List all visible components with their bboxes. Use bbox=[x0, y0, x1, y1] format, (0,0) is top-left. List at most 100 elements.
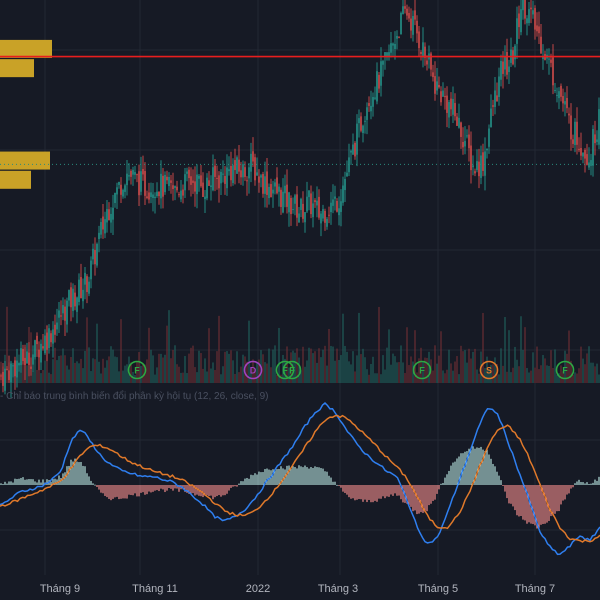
volume-bar bbox=[318, 348, 320, 383]
histogram-bar bbox=[80, 461, 82, 485]
candle-body bbox=[366, 107, 368, 120]
event-marker[interactable]: F bbox=[282, 360, 302, 380]
price-candles[interactable] bbox=[0, 0, 600, 398]
volume-bar bbox=[298, 357, 300, 383]
histogram-bar bbox=[146, 485, 148, 495]
histogram-bar bbox=[488, 454, 490, 485]
candle-body bbox=[34, 340, 36, 358]
histogram-bar bbox=[292, 466, 294, 485]
volume-bar bbox=[530, 370, 532, 383]
volume-bar bbox=[532, 352, 534, 383]
volume-bar bbox=[436, 363, 438, 383]
volume-bar bbox=[432, 370, 434, 383]
macd-indicator-label[interactable]: - Chỉ báo trung bình biến đổi phân kỳ hộ… bbox=[0, 391, 269, 402]
candle-body bbox=[160, 173, 162, 199]
candle-body bbox=[312, 203, 314, 218]
histogram-bar bbox=[26, 479, 28, 485]
candle-body bbox=[62, 305, 64, 314]
volume-bar bbox=[254, 369, 256, 383]
volume-bar bbox=[262, 354, 264, 383]
histogram-bar bbox=[440, 483, 442, 485]
candle-body bbox=[484, 151, 486, 176]
volume-bar bbox=[500, 348, 502, 383]
candle-body bbox=[224, 176, 226, 184]
histogram-bar bbox=[160, 485, 162, 489]
candle-body bbox=[328, 214, 330, 216]
candle-body bbox=[482, 152, 484, 171]
histogram-bar bbox=[4, 481, 6, 485]
histogram-bar bbox=[540, 485, 542, 525]
candle-body bbox=[88, 281, 90, 294]
event-marker[interactable]: D bbox=[243, 360, 263, 380]
volume-bar bbox=[252, 359, 254, 383]
histogram-bar bbox=[434, 485, 436, 500]
candle-body bbox=[562, 96, 564, 104]
x-tick-label: Tháng 11 bbox=[132, 583, 178, 595]
volume-bar bbox=[492, 364, 494, 383]
volume-bar bbox=[326, 365, 328, 383]
volume-bar bbox=[158, 353, 160, 383]
histogram-bar bbox=[596, 480, 598, 485]
event-marker[interactable]: F bbox=[555, 360, 575, 380]
histogram-bar bbox=[188, 485, 190, 494]
event-marker[interactable]: F bbox=[275, 360, 295, 380]
candle-body bbox=[542, 56, 544, 59]
volume-bar bbox=[552, 367, 554, 383]
histogram-bar bbox=[308, 468, 310, 485]
volume-bar bbox=[164, 354, 166, 383]
candle-body bbox=[162, 175, 164, 197]
candle-body bbox=[26, 351, 28, 364]
histogram-bar bbox=[564, 485, 566, 500]
histogram-bar bbox=[30, 479, 32, 485]
histogram-bar bbox=[206, 485, 208, 496]
volume-bar bbox=[258, 359, 260, 383]
histogram-bar bbox=[356, 485, 358, 500]
volume-bar bbox=[444, 373, 446, 383]
histogram-bar bbox=[494, 466, 496, 485]
histogram-bar bbox=[76, 461, 78, 485]
volume-bar bbox=[426, 357, 428, 383]
histogram-bar bbox=[320, 468, 322, 485]
volume-bar bbox=[516, 359, 518, 383]
histogram-bar bbox=[330, 477, 332, 485]
histogram-bar bbox=[246, 477, 248, 485]
histogram-bar bbox=[114, 485, 116, 498]
histogram-bar bbox=[338, 485, 340, 486]
histogram-bar bbox=[304, 465, 306, 485]
candle-body bbox=[398, 36, 400, 38]
candle-body bbox=[90, 260, 92, 280]
histogram-bar bbox=[264, 469, 266, 485]
histogram-bar bbox=[386, 485, 388, 497]
histogram-bar bbox=[252, 475, 254, 485]
histogram-bar bbox=[132, 485, 134, 496]
candle-body bbox=[48, 328, 50, 349]
candle-body bbox=[450, 98, 452, 110]
volume-bar bbox=[306, 360, 308, 383]
candle-body bbox=[300, 198, 302, 210]
volume-bar bbox=[296, 348, 298, 383]
volume-bar bbox=[394, 356, 396, 383]
histogram-bar bbox=[118, 485, 120, 500]
histogram-bar bbox=[432, 485, 434, 501]
candle-body bbox=[124, 185, 126, 192]
volume-bar bbox=[34, 353, 36, 383]
event-marker[interactable]: S bbox=[479, 360, 499, 380]
histogram-bar bbox=[556, 485, 558, 512]
volume-bar bbox=[504, 317, 506, 383]
candle-body bbox=[446, 95, 448, 113]
event-marker-circle bbox=[127, 360, 147, 380]
volume-bar bbox=[598, 374, 600, 383]
candle-body bbox=[380, 61, 382, 86]
histogram-bar bbox=[450, 465, 452, 485]
volume-bar bbox=[388, 329, 390, 383]
event-marker[interactable]: F bbox=[412, 360, 432, 380]
histogram-bar bbox=[562, 485, 564, 501]
volume-bar bbox=[310, 348, 312, 383]
histogram-bar bbox=[560, 485, 562, 505]
volume-bar bbox=[82, 368, 84, 383]
event-marker[interactable]: F bbox=[127, 360, 147, 380]
candle-body bbox=[456, 116, 458, 126]
